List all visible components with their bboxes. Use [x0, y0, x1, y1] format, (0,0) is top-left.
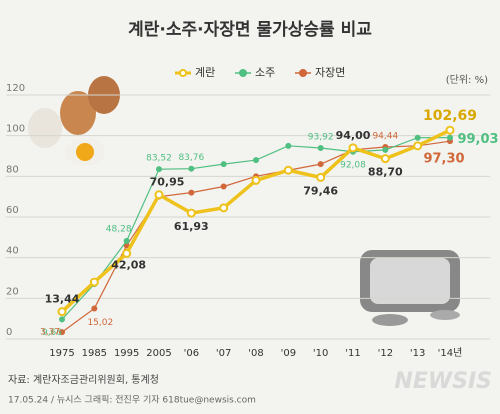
data-point: [188, 189, 195, 196]
x-tick-label: '06: [184, 348, 199, 359]
data-point: [57, 307, 67, 317]
eggs-illustration: [28, 76, 120, 166]
logo: NEWSIS: [394, 369, 492, 394]
data-point: [447, 134, 453, 141]
chart-title: 계란·소주·자장면 물가상승률 비교: [128, 20, 372, 40]
x-tick-label: 1975: [49, 348, 74, 359]
data-point: [122, 248, 132, 258]
data-point: [285, 142, 292, 149]
data-label: 9,66: [42, 328, 62, 338]
y-tick-label: 80: [6, 164, 19, 175]
data-label: 93,92: [308, 133, 334, 143]
y-tick-label: 100: [6, 124, 25, 135]
data-point: [123, 237, 130, 244]
data-point: [251, 175, 261, 185]
y-tick-label: 60: [6, 205, 19, 216]
data-point: [253, 157, 259, 164]
data-label: 13,44: [45, 293, 80, 306]
y-tick-label: 120: [6, 83, 25, 94]
data-label: 102,69: [423, 108, 477, 124]
legend-label: 계란: [195, 66, 215, 79]
y-tick-label: 20: [6, 286, 19, 297]
purse-illustration: [360, 250, 460, 326]
data-label: 88,70: [368, 166, 403, 179]
credit: 17.05.24 / 뉴시스 그래픽: 전진우 기자 618tue@newsis…: [8, 395, 256, 406]
unit: (단위: %): [446, 73, 488, 86]
source: 자료: 계란자조금관리위원회, 통계청: [8, 373, 159, 386]
data-point: [283, 165, 293, 175]
data-point: [316, 172, 326, 182]
x-tick-label: '07: [216, 348, 231, 359]
data-point: [186, 208, 196, 218]
data-label: 79,46: [303, 184, 338, 197]
x-tick-label: '11: [345, 348, 360, 359]
data-point: [317, 145, 324, 152]
x-tick-label: '09: [281, 348, 296, 359]
data-label: 99,03: [457, 132, 498, 147]
legend-swatch-dot: [179, 69, 187, 77]
data-point: [220, 161, 227, 168]
data-label: 61,93: [174, 220, 209, 233]
data-point: [445, 125, 455, 135]
data-point: [220, 183, 227, 190]
legend-swatch-dot: [299, 69, 307, 77]
data-label: 42,08: [111, 258, 146, 271]
data-label: 83,52: [146, 154, 172, 164]
data-label: 94,00: [336, 129, 371, 142]
x-tick-label: '10: [313, 348, 328, 359]
data-point: [59, 316, 65, 323]
legend-swatch-dot: [239, 69, 247, 77]
data-label: 15,02: [87, 318, 113, 328]
x-tick-label: '13: [410, 348, 425, 359]
data-point: [59, 329, 65, 336]
x-tick-label: '12: [378, 348, 393, 359]
data-label: 92,08: [340, 160, 366, 170]
data-label: 3,37: [40, 328, 60, 338]
legend-label: 자장면: [315, 66, 345, 79]
x-tick-label: 2005: [146, 348, 171, 359]
x-tick-label: 1985: [82, 348, 107, 359]
y-tick-label: 0: [6, 327, 12, 338]
data-point: [156, 166, 162, 173]
data-point: [413, 141, 423, 151]
data-point: [154, 190, 164, 200]
legend-label: 소주: [255, 66, 275, 79]
data-point: [89, 277, 99, 287]
data-point: [348, 143, 358, 153]
data-point: [188, 165, 195, 172]
data-point: [380, 154, 390, 164]
x-tick-label: 1995: [114, 348, 139, 359]
data-point: [414, 134, 421, 141]
data-point: [317, 161, 324, 168]
data-point: [219, 203, 229, 213]
data-label: 48,28: [106, 224, 132, 234]
y-tick-label: 40: [6, 246, 19, 257]
data-point: [382, 146, 389, 153]
data-label: 70,95: [150, 176, 185, 189]
data-label: 97,30: [423, 152, 464, 167]
x-tick-label: '08: [248, 348, 263, 359]
x-tick-label: '14년: [438, 347, 463, 359]
data-label: 94,44: [372, 131, 398, 141]
data-label: 83,76: [178, 153, 204, 163]
data-point: [91, 305, 98, 312]
